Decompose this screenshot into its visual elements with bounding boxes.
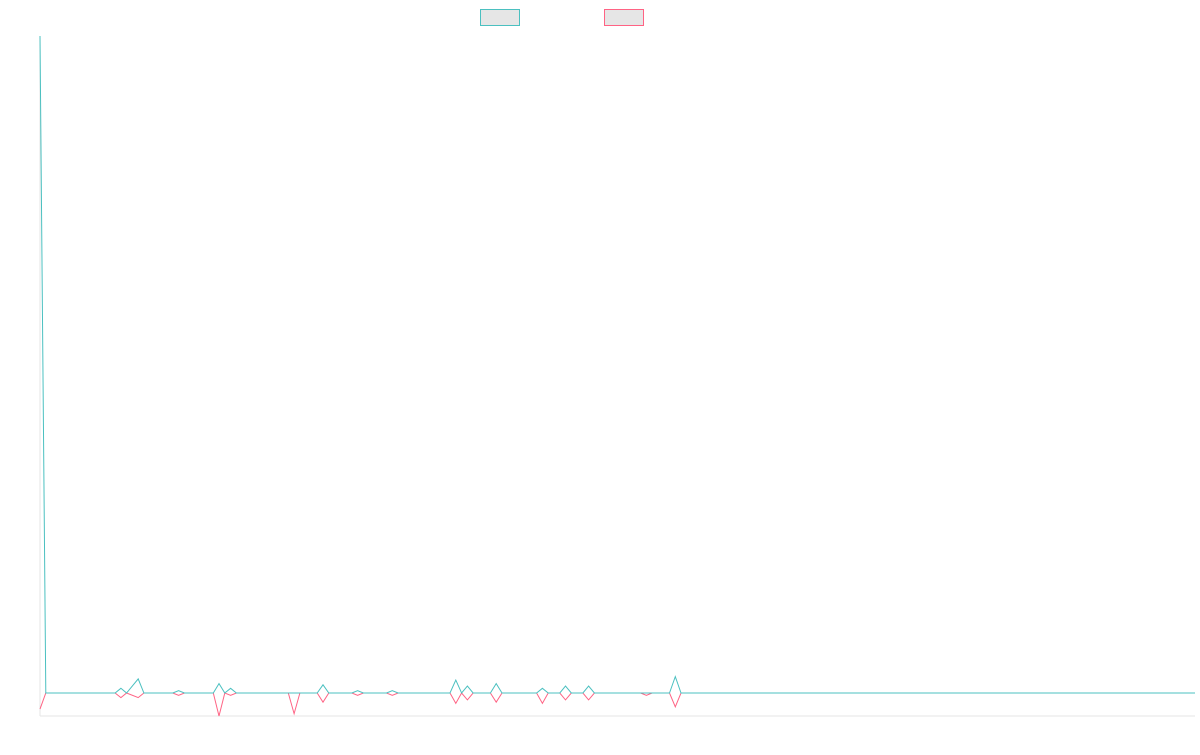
series-line-2 (39, 692, 1195, 717)
legend-swatch-series-2[interactable] (604, 9, 644, 26)
series-line-1 (39, 35, 1195, 694)
legend-swatch-series-1[interactable] (480, 9, 520, 26)
